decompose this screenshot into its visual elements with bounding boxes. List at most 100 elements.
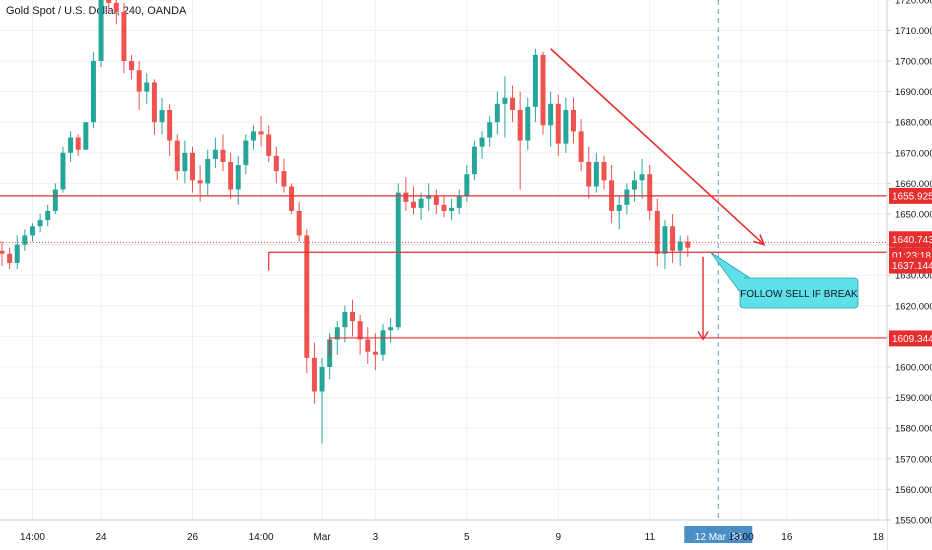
candle-body bbox=[258, 131, 264, 135]
candle-body bbox=[433, 195, 439, 205]
candle-body bbox=[631, 180, 637, 190]
candle-body bbox=[296, 210, 302, 236]
candle-body bbox=[45, 210, 51, 221]
candle-body bbox=[273, 155, 279, 172]
candle-body bbox=[75, 137, 81, 150]
candle bbox=[106, 0, 112, 13]
candle-body bbox=[190, 152, 195, 181]
candle bbox=[426, 183, 432, 211]
price-tick-label: 1680.000 bbox=[895, 118, 932, 129]
candle-body bbox=[289, 186, 295, 211]
price-tick-label: 1570.000 bbox=[895, 454, 932, 465]
candle-body bbox=[662, 226, 668, 254]
candle-body bbox=[334, 327, 340, 340]
candle-body bbox=[624, 189, 630, 205]
candle bbox=[395, 183, 401, 331]
candle-body bbox=[647, 174, 653, 211]
candle-body bbox=[37, 220, 43, 227]
candle bbox=[441, 195, 447, 218]
candle bbox=[380, 324, 386, 361]
candlestick-series bbox=[0, 0, 691, 444]
time-tick-label: 18 bbox=[873, 532, 885, 543]
candle bbox=[662, 220, 668, 270]
candle-body bbox=[68, 137, 74, 153]
price-tick-label: 1590.000 bbox=[895, 393, 932, 404]
candle bbox=[586, 146, 592, 199]
price-tick-label: 1700.000 bbox=[895, 57, 932, 68]
candle bbox=[235, 155, 241, 205]
candle bbox=[98, 0, 104, 68]
candle bbox=[90, 51, 96, 129]
candle bbox=[654, 198, 660, 267]
chart-grid bbox=[0, 0, 887, 521]
candle-body bbox=[426, 195, 432, 199]
candle bbox=[29, 223, 35, 242]
candle-body bbox=[548, 103, 554, 126]
price-tick-label: 1720.000 bbox=[895, 0, 932, 6]
candle-body bbox=[182, 152, 188, 172]
candle-body bbox=[555, 103, 561, 144]
candle-body bbox=[510, 97, 516, 110]
candle-body bbox=[281, 171, 287, 187]
candle bbox=[7, 247, 13, 270]
candle-body bbox=[388, 327, 394, 331]
candle bbox=[677, 235, 683, 267]
candle bbox=[68, 131, 74, 162]
candle bbox=[510, 85, 516, 123]
candle-body bbox=[517, 109, 523, 141]
candle-body bbox=[449, 207, 455, 211]
time-tick-label: Mar bbox=[313, 532, 331, 543]
candle bbox=[212, 137, 218, 169]
time-tick-label: 13:00 bbox=[729, 532, 754, 543]
candle bbox=[685, 235, 691, 257]
candle bbox=[624, 183, 630, 214]
time-axis: 14:00 24 26 14:00 Mar 3 5 9 11 16 18 12 Mar '2013:0… bbox=[0, 519, 887, 550]
candle bbox=[311, 342, 317, 404]
candle bbox=[365, 327, 371, 364]
candle-body bbox=[121, 12, 127, 61]
candle bbox=[525, 97, 531, 150]
countdown-tag: 01:23:18 bbox=[892, 251, 931, 262]
crosshair-date: 12 Mar '20 bbox=[695, 532, 742, 543]
candle-body bbox=[494, 103, 500, 123]
annotation-text: FOLLOW SELL IF BREAK bbox=[740, 289, 858, 300]
price-tick-label: 1630.000 bbox=[895, 271, 932, 282]
level-tag-upper-bg bbox=[889, 187, 932, 204]
candle bbox=[342, 305, 348, 343]
candle-body bbox=[654, 210, 660, 254]
candle bbox=[479, 131, 485, 159]
candle-body bbox=[144, 82, 150, 92]
candle bbox=[350, 299, 356, 337]
candle bbox=[182, 140, 188, 184]
candle bbox=[22, 229, 28, 251]
candle bbox=[631, 171, 637, 202]
candle-body bbox=[410, 201, 416, 208]
candle bbox=[228, 152, 234, 199]
candle bbox=[418, 192, 424, 221]
last-price-tag-bg bbox=[889, 231, 932, 248]
candle bbox=[45, 204, 51, 227]
candle bbox=[75, 134, 81, 156]
candle-body bbox=[578, 131, 584, 162]
candle bbox=[243, 134, 249, 175]
candle-body bbox=[129, 61, 135, 71]
candle-body bbox=[418, 198, 424, 208]
candle bbox=[601, 155, 607, 190]
price-axis-bg bbox=[887, 0, 932, 550]
candle bbox=[548, 91, 554, 147]
candle-body bbox=[212, 149, 218, 159]
time-tick-label: 14:00 bbox=[249, 532, 274, 543]
candle-body bbox=[266, 134, 272, 156]
time-tick-label: 24 bbox=[95, 532, 107, 543]
candle-body bbox=[205, 158, 211, 184]
candle-body bbox=[98, 0, 104, 62]
candle bbox=[532, 48, 538, 123]
candle-body bbox=[29, 226, 35, 236]
time-tick-label: 3 bbox=[373, 532, 379, 543]
candle-body bbox=[464, 174, 470, 196]
drawing-overlays: FOLLOW SELL IF BREAK bbox=[0, 0, 887, 520]
candle bbox=[593, 152, 599, 193]
candle bbox=[190, 146, 195, 193]
price-tick-label: 1620.000 bbox=[895, 301, 932, 312]
